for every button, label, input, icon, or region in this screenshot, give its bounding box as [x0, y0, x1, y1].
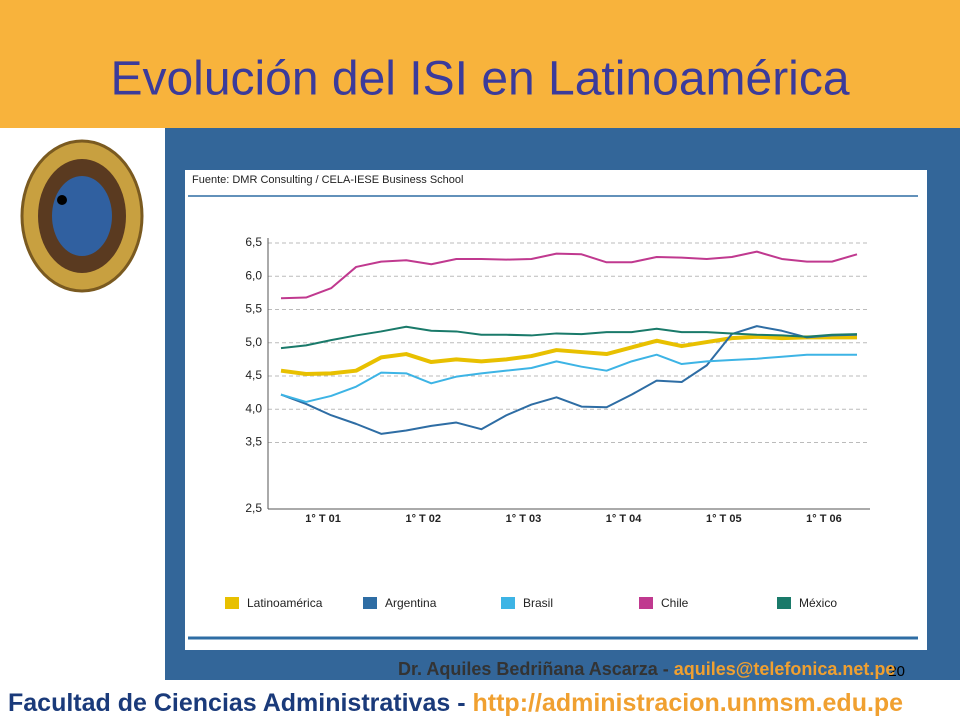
email: aquiles@telefonica.net.pe [674, 659, 896, 679]
chart-box [185, 170, 927, 650]
x-tick-label: 1° T 06 [806, 513, 842, 525]
y-tick-label: 2,5 [245, 501, 262, 515]
faculty: Facultad de Ciencias Administrativas - [8, 689, 466, 717]
x-tick-label: 1° T 04 [606, 513, 642, 525]
legend-label: Chile [661, 596, 689, 610]
legend-swatch [501, 597, 515, 609]
series-line [280, 325, 858, 435]
slide-title: Evolución del ISI en Latinoamérica [110, 53, 849, 106]
y-tick-label: 4,5 [245, 368, 262, 382]
y-tick-label: 4,0 [245, 401, 262, 415]
author: Dr. Aquiles Bedriñana Ascarza - [398, 659, 669, 679]
series-line [280, 353, 857, 403]
series-line [280, 250, 858, 300]
logo [20, 139, 144, 293]
legend-swatch [777, 597, 791, 609]
x-tick-label: 1° T 01 [305, 513, 341, 525]
legend-label: Brasil [523, 596, 553, 610]
y-tick-label: 6,0 [245, 268, 262, 282]
y-tick-label: 5,5 [245, 302, 262, 316]
y-tick-label: 5,0 [245, 335, 262, 349]
x-tick-label: 1° T 02 [405, 513, 441, 525]
header-band [0, 0, 960, 128]
legend-label: Argentina [385, 596, 437, 610]
page-number: 20 [888, 663, 905, 680]
x-tick-label: 1° T 05 [706, 513, 742, 525]
legend-label: México [799, 596, 837, 610]
x-tick-label: 1° T 03 [506, 513, 542, 525]
legend-swatch [639, 597, 653, 609]
legend-label: Latinoamérica [247, 596, 323, 610]
footer-author: Dr. Aquiles Bedriñana Ascarza - aquiles@… [398, 659, 895, 679]
y-tick-label: 6,5 [245, 235, 262, 249]
series-line [280, 325, 858, 350]
series-line [280, 334, 857, 377]
legend-swatch [225, 597, 239, 609]
footer-faculty: Facultad de Ciencias Administrativas - h… [8, 689, 903, 717]
legend-swatch [363, 597, 377, 609]
y-tick-label: 3,5 [245, 435, 262, 449]
url: http://administracion.unmsm.edu.pe [473, 689, 904, 717]
chart-source: Fuente: DMR Consulting / CELA-IESE Busin… [192, 174, 463, 186]
